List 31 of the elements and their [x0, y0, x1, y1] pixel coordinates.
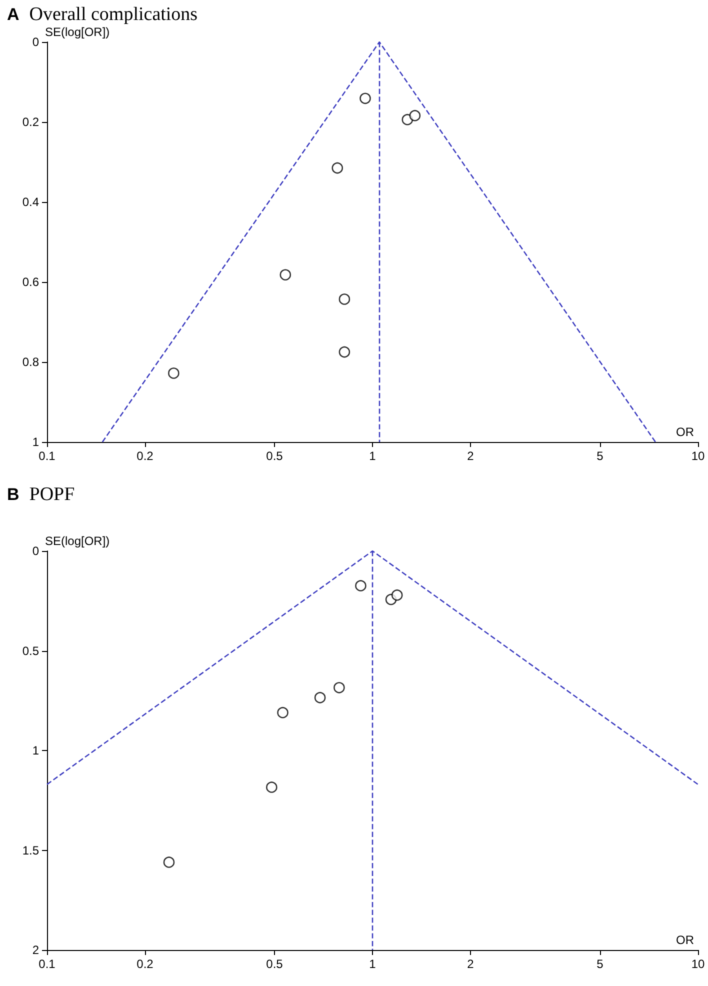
x-tick-label: 1	[369, 957, 376, 971]
y-tick-label: 0.4	[22, 195, 40, 209]
chart-title: B POPF	[7, 484, 75, 505]
y-tick-label: 1.5	[22, 843, 40, 858]
y-tick-label: 1	[32, 744, 40, 758]
x-tick-label: 0.2	[136, 449, 154, 463]
x-axis-title: OR	[676, 425, 694, 439]
x-tick-label: 2	[467, 449, 474, 463]
x-tick-label: 0.5	[266, 957, 284, 971]
y-tick-label: 1	[32, 435, 40, 449]
y-tick-label: 0.2	[22, 115, 40, 129]
chart-title: A Overall complications	[7, 4, 198, 25]
y-tick-label: 2	[32, 943, 40, 957]
x-tick-label: 0.2	[136, 957, 154, 971]
x-tick-label: 2	[467, 957, 474, 971]
x-tick-label: 1	[369, 449, 376, 463]
y-tick-label: 0.5	[22, 644, 40, 658]
x-tick-label: 5	[596, 957, 604, 971]
y-tick-label: 0.6	[22, 275, 40, 289]
y-tick-label: 0	[32, 35, 40, 49]
x-tick-label: 5	[596, 449, 604, 463]
x-tick-label: 0.1	[38, 449, 56, 463]
x-tick-label: 0.5	[266, 449, 284, 463]
y-tick-label: 0.8	[22, 355, 40, 369]
x-tick-label: 10	[691, 449, 705, 463]
y-axis-title: SE(log[OR])	[45, 534, 110, 548]
x-axis-title: OR	[676, 933, 694, 947]
y-tick-label: 0	[32, 544, 40, 558]
x-tick-label: 10	[691, 957, 705, 971]
x-tick-label: 0.1	[38, 957, 56, 971]
y-axis-title: SE(log[OR])	[45, 25, 110, 39]
